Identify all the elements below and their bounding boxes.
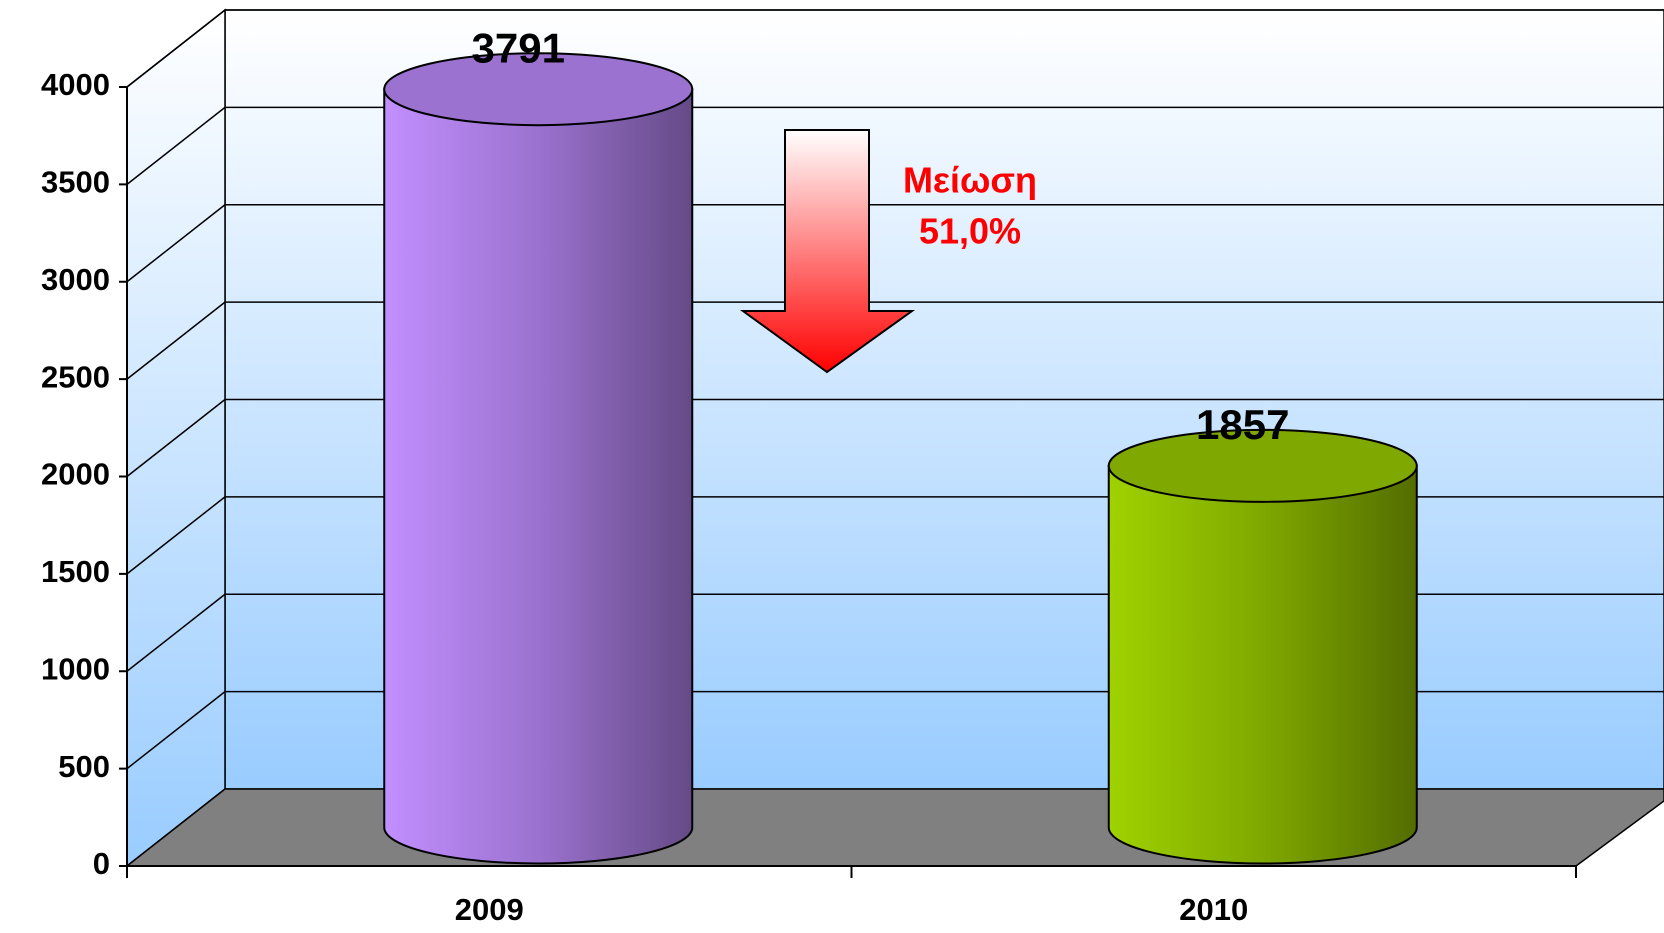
marks: 3791 2009 1857 2010 [383, 24, 1418, 927]
grid-line [126, 496, 226, 575]
grid-line [126, 301, 226, 380]
annotation: Μείωση [903, 160, 1037, 201]
y-tick-label: 1000 [41, 651, 110, 686]
grid-line [126, 204, 226, 283]
floor [124, 788, 1664, 867]
y-tick-label: 1500 [41, 554, 110, 589]
y-tick-label: 500 [58, 749, 110, 784]
grid-line [126, 106, 226, 185]
cylinder-top [1107, 428, 1418, 503]
y-tick-label: 2000 [41, 457, 110, 492]
x-tick-label: 2009 [455, 892, 524, 927]
value-label: 3791 [472, 24, 565, 71]
y-tick-label: 3500 [41, 165, 110, 200]
cylinder [1107, 428, 1418, 865]
x-tick-label: 2010 [1179, 892, 1248, 927]
grid-line [126, 593, 226, 672]
y-tick-label: 3000 [41, 262, 110, 297]
y-tick-label: 0 [93, 846, 110, 881]
grid-line [126, 9, 226, 88]
grid-line [126, 691, 226, 770]
cylinder [383, 52, 694, 865]
value-label: 1857 [1196, 401, 1289, 448]
y-tick-label: 4000 [41, 67, 110, 102]
cylinder-top [383, 52, 694, 127]
grid-line [126, 398, 226, 478]
decrease-arrow [739, 129, 916, 374]
cylinder-body [383, 88, 694, 865]
cylinder-body [1107, 464, 1418, 865]
y-tick-label: 2500 [41, 359, 110, 394]
annotation: 51,0% [919, 211, 1021, 252]
